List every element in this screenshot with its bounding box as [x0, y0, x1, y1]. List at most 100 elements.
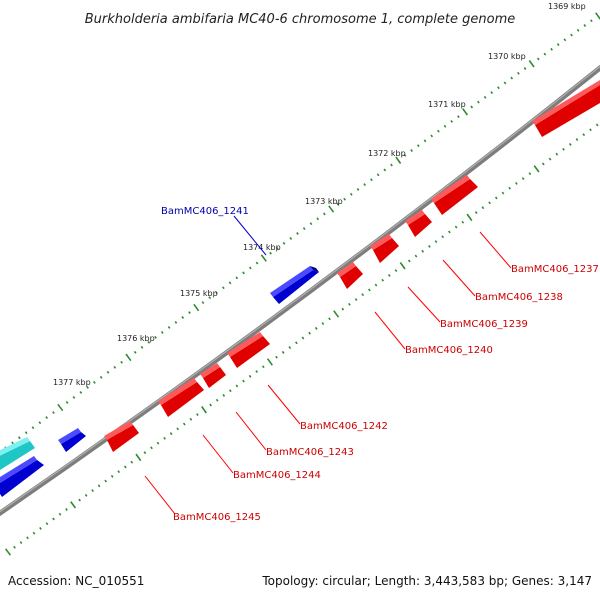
minor-tick	[454, 225, 458, 229]
minor-tick	[550, 47, 553, 51]
gene-label-1240[interactable]: BamMC406_1240	[405, 345, 493, 356]
gene-feature-1240[interactable]	[337, 262, 363, 289]
major-tick	[595, 12, 600, 20]
minor-tick	[410, 149, 413, 152]
minor-tick	[133, 350, 137, 354]
gene-label-1237[interactable]: BamMC406_1237	[511, 264, 599, 275]
tick-label-1376: 1376 kbp	[117, 334, 155, 343]
minor-tick	[576, 28, 580, 32]
gene-feature-forward-b[interactable]	[0, 456, 44, 497]
gene-feature-1237[interactable]	[431, 175, 478, 215]
gene-features	[0, 80, 600, 497]
minor-tick	[403, 153, 407, 157]
minor-tick	[104, 479, 108, 483]
gene-label-1244[interactable]: BamMC406_1244	[233, 470, 321, 481]
minor-tick	[174, 321, 178, 324]
tick-labels: 1369 kbp 1370 kbp 1371 kbp 1372 kbp 1373…	[53, 2, 586, 387]
gene-feature-1244[interactable]	[158, 378, 204, 417]
minor-tick	[58, 512, 62, 516]
gene-label-1238[interactable]: BamMC406_1238	[475, 292, 563, 303]
gene-feature-1239[interactable]	[370, 234, 399, 263]
minor-tick	[117, 470, 121, 474]
gene-feature-forward-a[interactable]	[58, 428, 86, 452]
minor-tick	[79, 391, 83, 394]
minor-tick	[169, 432, 173, 436]
minor-tick	[221, 286, 225, 290]
gene-labels: BamMC406_1237 BamMC406_1238 BamMC406_123…	[161, 206, 599, 523]
minor-tick	[97, 484, 101, 488]
tick-label-1372: 1372 kbp	[368, 149, 406, 158]
minor-tick	[314, 326, 318, 330]
minor-tick	[556, 43, 560, 47]
minor-tick	[176, 427, 180, 431]
gene-feature-1242[interactable]	[227, 332, 270, 368]
minor-tick	[150, 446, 153, 450]
minor-tick	[515, 181, 518, 185]
minor-tick	[575, 138, 579, 141]
minor-tick	[354, 298, 358, 301]
tick-label-1377: 1377 kbp	[53, 378, 91, 387]
minor-tick	[196, 413, 199, 416]
major-tick	[4, 548, 12, 556]
minor-tick	[501, 191, 505, 195]
minor-tick	[248, 266, 252, 270]
minor-tick	[434, 240, 438, 244]
minor-tick	[242, 271, 245, 275]
minor-tick	[450, 120, 454, 123]
tick-label-1373: 1373 kbp	[305, 197, 343, 206]
minor-tick	[120, 360, 123, 364]
minor-tick	[595, 123, 599, 127]
minor-tick	[19, 541, 23, 544]
minor-tick	[510, 76, 514, 80]
minor-tick	[423, 139, 427, 143]
major-tick	[462, 108, 469, 116]
minor-tick	[17, 436, 21, 440]
gene-label-1241[interactable]: BamMC406_1241	[161, 206, 249, 217]
minor-tick	[91, 489, 94, 493]
gene-feature-1238[interactable]	[405, 210, 432, 237]
minor-tick	[548, 157, 552, 161]
minor-tick	[154, 335, 157, 339]
minor-tick	[349, 192, 353, 196]
minor-tick	[123, 465, 127, 469]
gene-label-1243[interactable]: BamMC406_1243	[266, 447, 354, 458]
gene-feature-forward-c[interactable]	[0, 437, 35, 470]
major-tick	[266, 358, 273, 366]
minor-tick	[106, 370, 110, 374]
minor-tick	[562, 147, 565, 151]
minor-tick	[309, 222, 313, 226]
minor-tick	[517, 71, 520, 75]
minor-tick	[416, 144, 420, 148]
minor-tick	[282, 241, 286, 245]
gene-leader-lines	[144, 215, 512, 515]
outer-tick-track	[0, 12, 600, 454]
minor-tick	[86, 385, 89, 389]
gene-feature-1243[interactable]	[200, 363, 226, 388]
minor-tick	[316, 217, 320, 221]
major-tick	[135, 453, 142, 462]
gene-label-1245[interactable]: BamMC406_1245	[173, 512, 261, 523]
minor-tick	[383, 168, 387, 172]
minor-tick	[470, 105, 474, 109]
gene-label-1242[interactable]: BamMC406_1242	[300, 421, 388, 432]
gene-feature-1241[interactable]	[270, 266, 319, 304]
gene-feature-reverse-edge[interactable]	[532, 80, 600, 137]
minor-tick	[143, 451, 147, 455]
chromosome-backbone	[0, 64, 600, 517]
minor-tick	[503, 81, 507, 85]
minor-tick	[323, 212, 326, 216]
minor-tick	[201, 301, 205, 305]
minor-tick	[228, 281, 232, 285]
minor-tick	[563, 38, 567, 42]
gene-label-1239[interactable]: BamMC406_1239	[440, 319, 528, 330]
accession-text: Accession: NC_010551	[8, 574, 144, 588]
minor-tick	[368, 288, 371, 292]
gene-feature-1245[interactable]	[104, 421, 139, 452]
minor-tick	[281, 350, 285, 354]
minor-tick	[370, 178, 373, 182]
minor-tick	[430, 134, 434, 138]
minor-tick	[181, 316, 185, 319]
minor-tick	[374, 283, 378, 287]
minor-tick	[477, 100, 480, 104]
minor-tick	[474, 211, 478, 214]
